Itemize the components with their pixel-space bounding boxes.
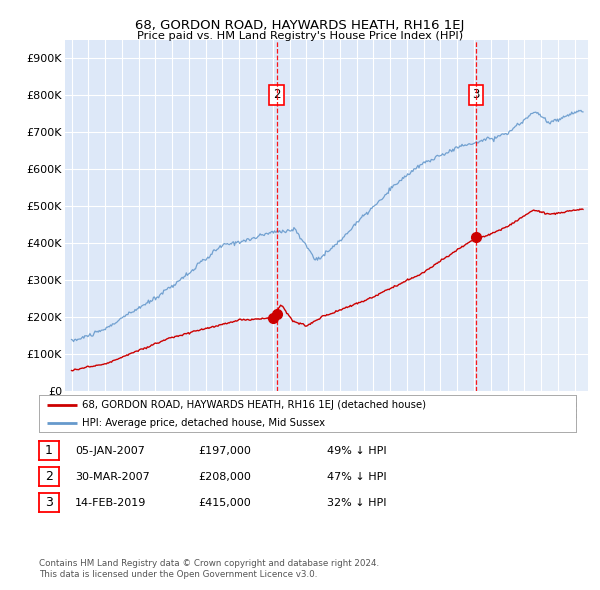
Text: 49% ↓ HPI: 49% ↓ HPI	[327, 446, 386, 455]
Text: 2: 2	[273, 88, 281, 101]
Text: 47% ↓ HPI: 47% ↓ HPI	[327, 472, 386, 481]
Text: This data is licensed under the Open Government Licence v3.0.: This data is licensed under the Open Gov…	[39, 571, 317, 579]
Text: 68, GORDON ROAD, HAYWARDS HEATH, RH16 1EJ (detached house): 68, GORDON ROAD, HAYWARDS HEATH, RH16 1E…	[82, 399, 426, 409]
Text: 14-FEB-2019: 14-FEB-2019	[75, 498, 146, 507]
Text: £415,000: £415,000	[198, 498, 251, 507]
Text: 1: 1	[45, 444, 53, 457]
Text: £197,000: £197,000	[198, 446, 251, 455]
Text: 3: 3	[45, 496, 53, 509]
Text: 3: 3	[472, 88, 479, 101]
Text: Contains HM Land Registry data © Crown copyright and database right 2024.: Contains HM Land Registry data © Crown c…	[39, 559, 379, 568]
Bar	[508, 40, 592, 391]
Text: HPI: Average price, detached house, Mid Sussex: HPI: Average price, detached house, Mid …	[82, 418, 325, 428]
Text: 68, GORDON ROAD, HAYWARDS HEATH, RH16 1EJ: 68, GORDON ROAD, HAYWARDS HEATH, RH16 1E…	[136, 19, 464, 32]
Text: Price paid vs. HM Land Registry's House Price Index (HPI): Price paid vs. HM Land Registry's House …	[137, 31, 463, 41]
Text: 2: 2	[45, 470, 53, 483]
Text: £208,000: £208,000	[198, 472, 251, 481]
Text: 05-JAN-2007: 05-JAN-2007	[75, 446, 145, 455]
Text: 30-MAR-2007: 30-MAR-2007	[75, 472, 150, 481]
Text: 32% ↓ HPI: 32% ↓ HPI	[327, 498, 386, 507]
